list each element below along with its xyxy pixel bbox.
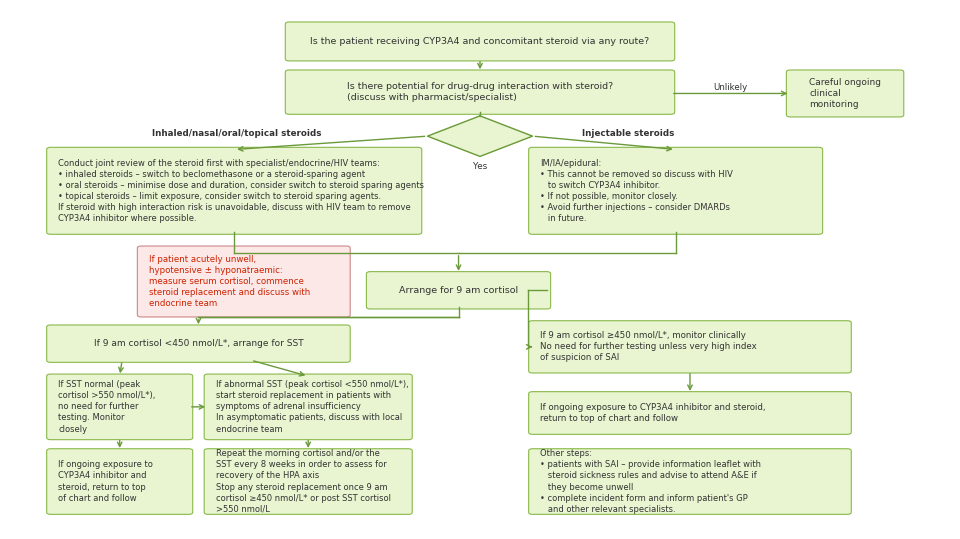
Text: Arrange for 9 am cortisol: Arrange for 9 am cortisol bbox=[399, 286, 518, 295]
FancyBboxPatch shape bbox=[529, 449, 852, 514]
Text: If ongoing exposure to
CYP3A4 inhibitor and
steroid, return to top
of chart and : If ongoing exposure to CYP3A4 inhibitor … bbox=[59, 460, 153, 503]
Text: Inhaled/nasal/oral/topical steroids: Inhaled/nasal/oral/topical steroids bbox=[152, 129, 322, 138]
FancyBboxPatch shape bbox=[47, 147, 421, 234]
FancyBboxPatch shape bbox=[529, 392, 852, 434]
Text: If ongoing exposure to CYP3A4 inhibitor and steroid,
return to top of chart and : If ongoing exposure to CYP3A4 inhibitor … bbox=[540, 403, 766, 423]
Text: If 9 am cortisol ≥450 nmol/L*, monitor clinically
No need for further testing un: If 9 am cortisol ≥450 nmol/L*, monitor c… bbox=[540, 331, 756, 362]
Text: IM/IA/epidural:
• This cannot be removed so discuss with HIV
   to switch CYP3A4: IM/IA/epidural: • This cannot be removed… bbox=[540, 158, 733, 223]
FancyBboxPatch shape bbox=[367, 272, 551, 309]
FancyBboxPatch shape bbox=[47, 374, 193, 440]
Text: Repeat the morning cortisol and/or the
SST every 8 weeks in order to assess for
: Repeat the morning cortisol and/or the S… bbox=[216, 450, 391, 514]
Text: Is there potential for drug-drug interaction with steroid?
(discuss with pharmac: Is there potential for drug-drug interac… bbox=[347, 82, 613, 102]
FancyBboxPatch shape bbox=[47, 325, 350, 362]
Text: Careful ongoing
clinical
monitoring: Careful ongoing clinical monitoring bbox=[809, 78, 881, 109]
Text: If patient acutely unwell,
hypotensive ± hyponatraemic:
measure serum cortisol, : If patient acutely unwell, hypotensive ±… bbox=[149, 255, 310, 308]
FancyBboxPatch shape bbox=[786, 70, 903, 117]
FancyBboxPatch shape bbox=[285, 70, 675, 114]
FancyBboxPatch shape bbox=[285, 22, 675, 61]
FancyBboxPatch shape bbox=[47, 449, 193, 514]
Text: If 9 am cortisol <450 nmol/L*, arrange for SST: If 9 am cortisol <450 nmol/L*, arrange f… bbox=[94, 339, 303, 348]
Text: If abnormal SST (peak cortisol <550 nmol/L*),
start steroid replacement in patie: If abnormal SST (peak cortisol <550 nmol… bbox=[216, 380, 408, 433]
Text: Unlikely: Unlikely bbox=[713, 82, 748, 92]
Text: Yes: Yes bbox=[473, 162, 487, 170]
FancyBboxPatch shape bbox=[204, 374, 412, 440]
FancyBboxPatch shape bbox=[137, 246, 350, 317]
Text: Conduct joint review of the steroid first with specialist/endocrine/HIV teams:
•: Conduct joint review of the steroid firs… bbox=[59, 158, 424, 223]
Text: Injectable steroids: Injectable steroids bbox=[582, 129, 674, 138]
Text: Other steps:
• patients with SAI – provide information leaflet with
   steroid s: Other steps: • patients with SAI – provi… bbox=[540, 450, 761, 514]
FancyBboxPatch shape bbox=[529, 321, 852, 373]
Polygon shape bbox=[427, 116, 533, 156]
Text: If SST normal (peak
cortisol >550 nmol/L*),
no need for further
testing. Monitor: If SST normal (peak cortisol >550 nmol/L… bbox=[59, 380, 156, 433]
Text: Is the patient receiving CYP3A4 and concomitant steroid via any route?: Is the patient receiving CYP3A4 and conc… bbox=[310, 37, 650, 46]
FancyBboxPatch shape bbox=[529, 147, 823, 234]
FancyBboxPatch shape bbox=[204, 449, 412, 514]
